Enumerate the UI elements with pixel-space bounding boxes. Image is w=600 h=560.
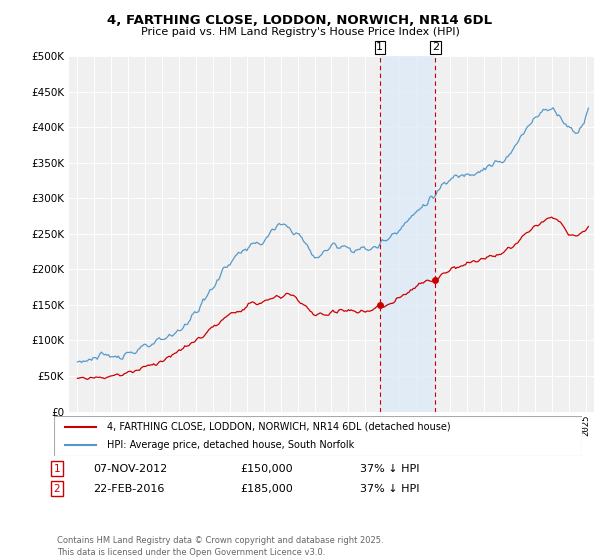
Text: 4, FARTHING CLOSE, LODDON, NORWICH, NR14 6DL (detached house): 4, FARTHING CLOSE, LODDON, NORWICH, NR14…: [107, 422, 451, 432]
Text: 37% ↓ HPI: 37% ↓ HPI: [360, 464, 419, 474]
Text: Price paid vs. HM Land Registry's House Price Index (HPI): Price paid vs. HM Land Registry's House …: [140, 27, 460, 37]
Text: 2: 2: [53, 484, 61, 494]
Text: 1: 1: [53, 464, 61, 474]
Text: HPI: Average price, detached house, South Norfolk: HPI: Average price, detached house, Sout…: [107, 440, 354, 450]
Text: 07-NOV-2012: 07-NOV-2012: [93, 464, 167, 474]
Text: 2: 2: [432, 43, 439, 53]
Text: 4, FARTHING CLOSE, LODDON, NORWICH, NR14 6DL: 4, FARTHING CLOSE, LODDON, NORWICH, NR14…: [107, 14, 493, 27]
Text: £150,000: £150,000: [240, 464, 293, 474]
Text: 1: 1: [376, 43, 383, 53]
Text: 22-FEB-2016: 22-FEB-2016: [93, 484, 164, 494]
Text: £185,000: £185,000: [240, 484, 293, 494]
FancyBboxPatch shape: [54, 416, 582, 456]
Text: Contains HM Land Registry data © Crown copyright and database right 2025.
This d: Contains HM Land Registry data © Crown c…: [57, 536, 383, 557]
Bar: [380, 56, 436, 412]
Text: 37% ↓ HPI: 37% ↓ HPI: [360, 484, 419, 494]
